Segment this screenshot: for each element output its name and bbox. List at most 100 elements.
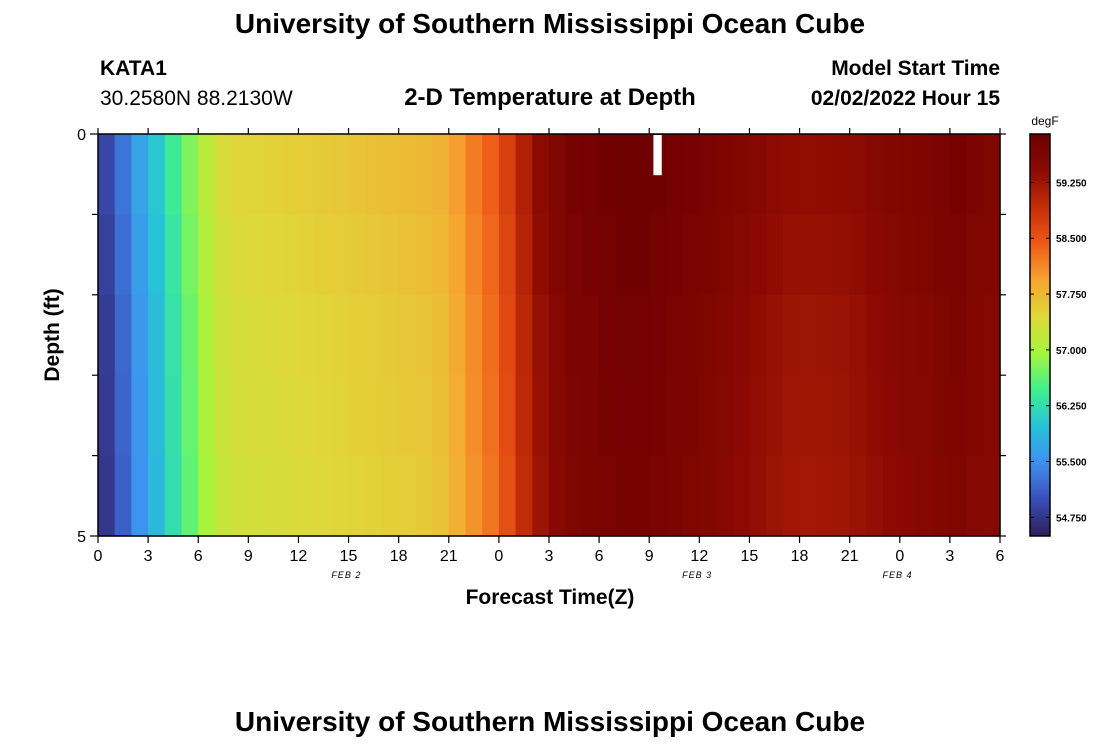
heatmap-cell	[532, 134, 550, 215]
colorbar-ticks: 54.750 55.500 56.250 57.000 57.750 58.500 59.2…	[1030, 178, 1087, 524]
heatmap-cell	[799, 375, 817, 457]
heatmap-cell	[565, 294, 583, 376]
x-tick-label: 15	[741, 548, 759, 565]
heatmap-cell	[515, 375, 533, 457]
heatmap-cell	[899, 294, 918, 376]
x-tick-label: 6	[996, 548, 1005, 565]
x-tick-label: 3	[144, 548, 153, 565]
x-tick-label: 21	[440, 548, 458, 565]
heatmap-cell	[398, 294, 416, 376]
heatmap-cells	[98, 134, 1001, 537]
heatmap-cell	[632, 455, 650, 537]
heatmap-cell	[98, 294, 116, 376]
heatmap-cell	[248, 455, 266, 537]
heatmap-cell	[465, 134, 483, 215]
heatmap-cell	[415, 455, 433, 537]
heatmap-cell	[749, 134, 767, 215]
heatmap-cell	[682, 375, 700, 457]
station-id: KATA1	[100, 57, 167, 80]
heatmap-cell	[699, 134, 717, 215]
heatmap-cell	[298, 214, 316, 296]
heatmap-cell	[265, 294, 283, 376]
heatmap-cell	[699, 375, 717, 457]
heatmap-cell	[315, 294, 333, 376]
heatmap-cell	[365, 294, 383, 376]
x-tick-label: 3	[945, 548, 954, 565]
heatmap-cell	[214, 455, 233, 537]
heatmap-cell	[816, 214, 834, 296]
heatmap-cell	[732, 455, 751, 537]
heatmap-cell	[916, 134, 934, 215]
heatmap-cell	[331, 134, 350, 215]
heatmap-cell	[615, 214, 634, 296]
heatmap-cell	[465, 455, 483, 537]
heatmap-cell	[716, 134, 734, 215]
heatmap-cell	[632, 134, 650, 215]
x-tick-label: 18	[390, 548, 408, 565]
footer-title: University of Southern Mississippi Ocean…	[234, 706, 866, 737]
heatmap-cell	[148, 375, 166, 457]
heatmap-cell	[98, 455, 116, 537]
heatmap-cell	[565, 134, 583, 215]
heatmap-cell	[883, 375, 901, 457]
heatmap-cell	[482, 455, 500, 537]
heatmap-cell	[549, 214, 567, 296]
heatmap-cell	[716, 294, 734, 376]
x-tick-label: 6	[194, 548, 203, 565]
heatmap-cell	[448, 455, 467, 537]
model-start-label: Model Start Time	[831, 57, 1000, 80]
heatmap-cell	[782, 375, 801, 457]
heatmap-cell	[682, 455, 700, 537]
heatmap-cell	[231, 214, 249, 296]
heatmap-cell	[498, 455, 517, 537]
heatmap-cell	[281, 455, 300, 537]
heatmap-cell	[298, 375, 316, 457]
heatmap-cell	[933, 134, 951, 215]
heatmap-cell	[448, 134, 467, 215]
heatmap-cell	[164, 455, 183, 537]
heatmap-cell	[498, 294, 517, 376]
heatmap-cell	[198, 455, 216, 537]
heatmap-cell	[532, 455, 550, 537]
heatmap-cell	[799, 134, 817, 215]
heatmap-cell	[549, 134, 567, 215]
heatmap-cell	[883, 455, 901, 537]
heatmap-cell	[448, 294, 467, 376]
heatmap-cell	[315, 455, 333, 537]
heatmap-cell	[916, 455, 934, 537]
heatmap-cell	[248, 294, 266, 376]
heatmap-cell	[883, 214, 901, 296]
heatmap-cell	[381, 134, 400, 215]
heatmap-cell	[866, 294, 884, 376]
x-tick-label: 9	[244, 548, 253, 565]
colorbar	[1029, 133, 1051, 537]
heatmap-cell	[398, 134, 416, 215]
heatmap-cell	[398, 214, 416, 296]
heatmap-cell	[732, 375, 751, 457]
heatmap-cell	[298, 134, 316, 215]
heatmap-cell	[832, 294, 851, 376]
heatmap-cell	[465, 294, 483, 376]
heatmap-cell	[615, 455, 634, 537]
x-axis-label: Forecast Time(Z)	[466, 586, 635, 609]
heatmap-cell	[331, 294, 350, 376]
heatmap-cell	[649, 375, 667, 457]
heatmap-cell	[549, 294, 567, 376]
heatmap-cell	[348, 134, 366, 215]
heatmap-cell	[198, 134, 216, 215]
heatmap-cell	[665, 134, 684, 215]
heatmap-cell	[966, 455, 984, 537]
heatmap-cell	[98, 375, 116, 457]
heatmap-cell	[181, 375, 199, 457]
heatmap-cell	[281, 134, 300, 215]
heatmap-cell	[148, 455, 166, 537]
heatmap-cell	[482, 294, 500, 376]
heatmap-cell	[649, 455, 667, 537]
heatmap-cell	[632, 214, 650, 296]
heatmap-cell	[515, 214, 533, 296]
heatmap-cell	[248, 375, 266, 457]
heatmap-cell	[682, 134, 700, 215]
heatmap-cell	[866, 375, 884, 457]
heatmap-cell	[933, 375, 951, 457]
heatmap-cell	[615, 375, 634, 457]
